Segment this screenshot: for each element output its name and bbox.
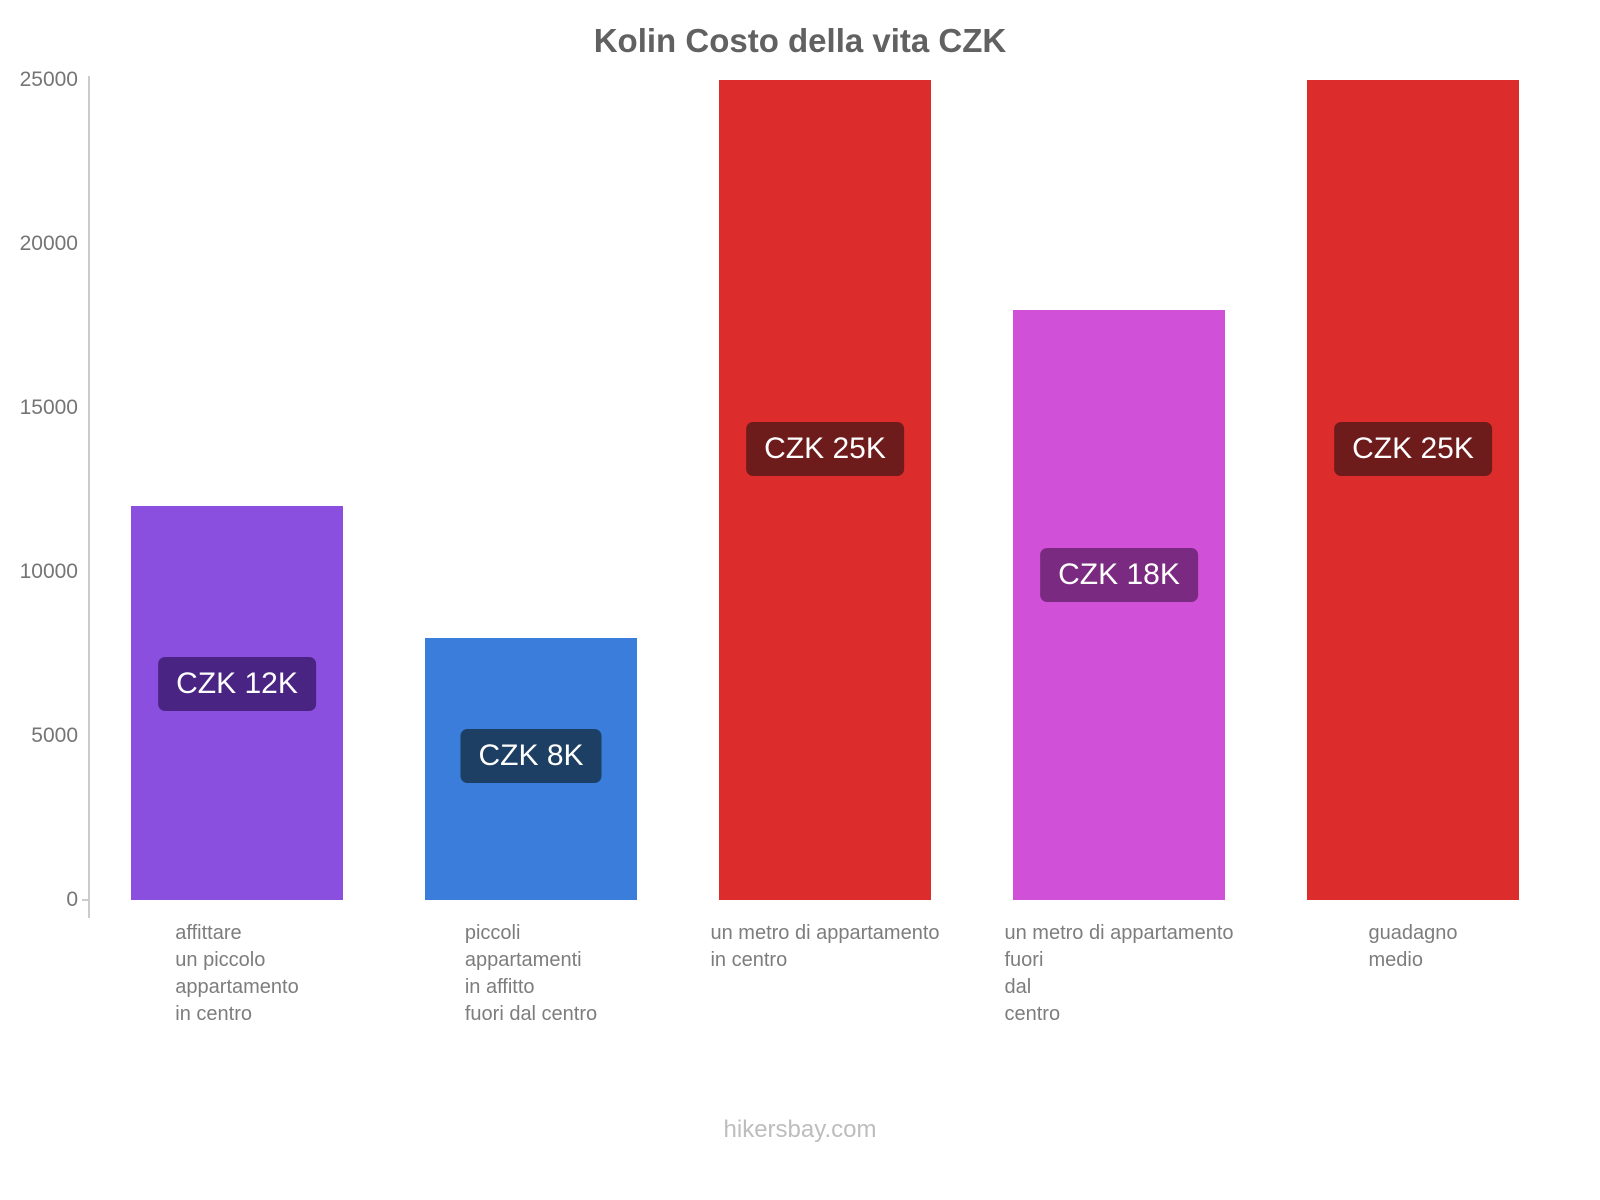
x-axis-category-label: piccoli appartamenti in affitto fuori dal c… <box>465 920 597 1028</box>
x-axis-category-label: affittare un piccolo appartamento in centro <box>175 920 298 1028</box>
x-axis-label-line: in centro <box>710 949 788 971</box>
bar: CZK 8K <box>425 637 637 900</box>
y-axis-line <box>88 76 90 918</box>
bar: CZK 25K <box>719 80 931 900</box>
y-tick-label: 5000 <box>31 724 78 747</box>
value-badge: CZK 25K <box>1334 422 1492 476</box>
x-axis-category-label: un metro di appartamento fuori dal centro <box>1004 920 1233 1028</box>
y-tick-label: 0 <box>66 888 78 911</box>
y-axis-ticks: 0 5000 10000 15000 20000 25000 <box>0 68 78 911</box>
value-badge: CZK 8K <box>460 728 602 783</box>
x-axis-category-label: un metro di appartamento in centro <box>710 920 939 974</box>
x-axis-label-line: in affitto <box>464 976 535 998</box>
x-axis-label-line: piccoli <box>464 922 521 944</box>
x-axis-label-line: un metro di appartamento <box>1004 922 1234 944</box>
bar: CZK 18K <box>1013 309 1225 900</box>
y-tick-label: 25000 <box>19 68 78 91</box>
y-tick-label: 10000 <box>19 560 78 583</box>
y-tick-label: 15000 <box>19 396 78 419</box>
bar: CZK 12K <box>131 506 343 900</box>
x-axis-label-line: affittare <box>175 922 242 944</box>
x-axis-label-line: un piccolo <box>175 949 266 971</box>
x-axis-category-label: guadagno medio <box>1369 920 1458 974</box>
value-badge: CZK 12K <box>158 656 316 711</box>
x-axis-label-line: fuori <box>1004 949 1044 971</box>
y-tick-label: 20000 <box>19 232 78 255</box>
bar: CZK 25K <box>1307 80 1519 900</box>
x-axis-labels: affittare un piccolo appartamento in centro… <box>90 920 1560 1050</box>
x-axis-label-line: medio <box>1368 949 1423 971</box>
footer-watermark: hikersbay.com <box>723 1116 877 1143</box>
x-axis-label-line: fuori dal centro <box>464 1003 598 1025</box>
chart-title: Kolin Costo della vita CZK <box>593 22 1007 59</box>
x-axis-tick <box>82 899 90 901</box>
x-axis-label-line: appartamenti <box>464 949 582 971</box>
value-badge: CZK 25K <box>746 422 904 476</box>
plot-area: CZK 12K CZK 8K CZK 25K CZK 18K CZK 25K <box>90 80 1560 900</box>
x-axis-label-line: un metro di appartamento <box>710 922 940 944</box>
x-axis-label-line: appartamento <box>175 976 299 998</box>
x-axis-label-line: in centro <box>175 1003 253 1025</box>
value-badge: CZK 18K <box>1040 548 1198 603</box>
x-axis-label-line: dal <box>1004 976 1032 998</box>
x-axis-label-line: centro <box>1004 1003 1061 1025</box>
x-axis-label-line: guadagno <box>1368 922 1458 944</box>
